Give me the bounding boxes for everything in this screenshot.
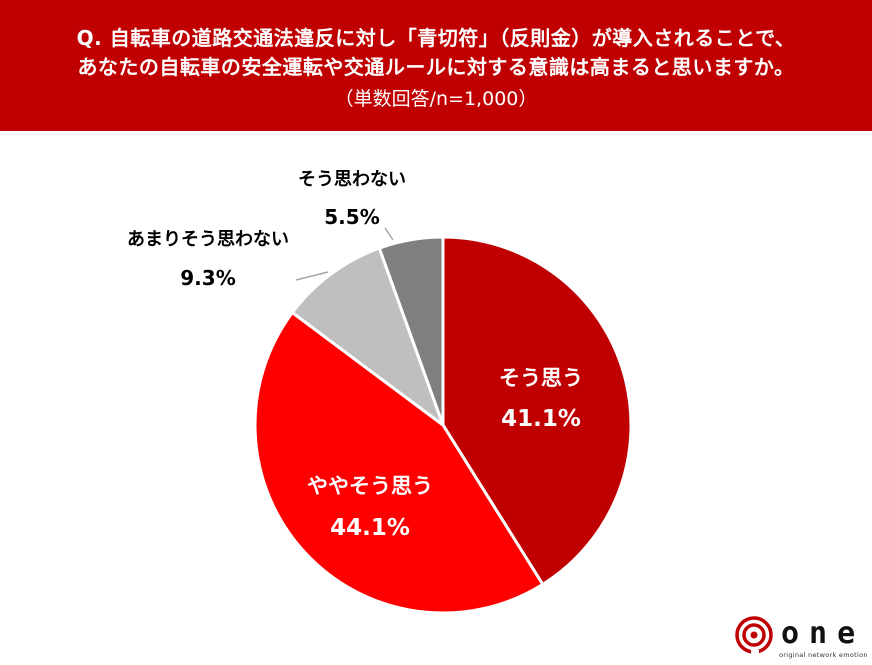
question-line-2: あなたの自転車の安全運転や交通ルールに対する意識は高まると思いますか。 — [77, 55, 795, 79]
header-banner: Q. 自転車の道路交通法違反に対し「青切符」（反則金）が導入されることで、 あな… — [0, 0, 872, 131]
slice-value-1: 41.1% — [501, 406, 581, 432]
slice-label-2: ややそう思う — [307, 474, 433, 498]
logo-wordmark: one — [781, 616, 866, 651]
slice-label-4: そう思わない — [298, 169, 406, 190]
question-line-1: Q. 自転車の道路交通法違反に対し「青切符」（反則金）が導入されることで、 — [76, 26, 796, 50]
slice-label-1: そう思う — [499, 366, 583, 390]
slice-value-2: 44.1% — [330, 515, 410, 541]
pie-slice-3 — [290, 246, 445, 427]
company-logo: one original network emotion — [733, 614, 867, 662]
logo-tagline: original network emotion — [779, 651, 868, 659]
pie-slice-2 — [253, 311, 545, 615]
leader-line-3 — [295, 271, 329, 281]
leader-line-4 — [384, 227, 394, 241]
slice-label-3: あまりそう思わない — [127, 229, 289, 250]
spiral-logo-icon — [735, 616, 773, 656]
slice-value-3: 9.3% — [180, 266, 235, 290]
pie-slice-4 — [377, 235, 445, 427]
sample-note: （単数回答/n=1,000） — [334, 88, 538, 110]
slice-value-4: 5.5% — [324, 205, 379, 229]
